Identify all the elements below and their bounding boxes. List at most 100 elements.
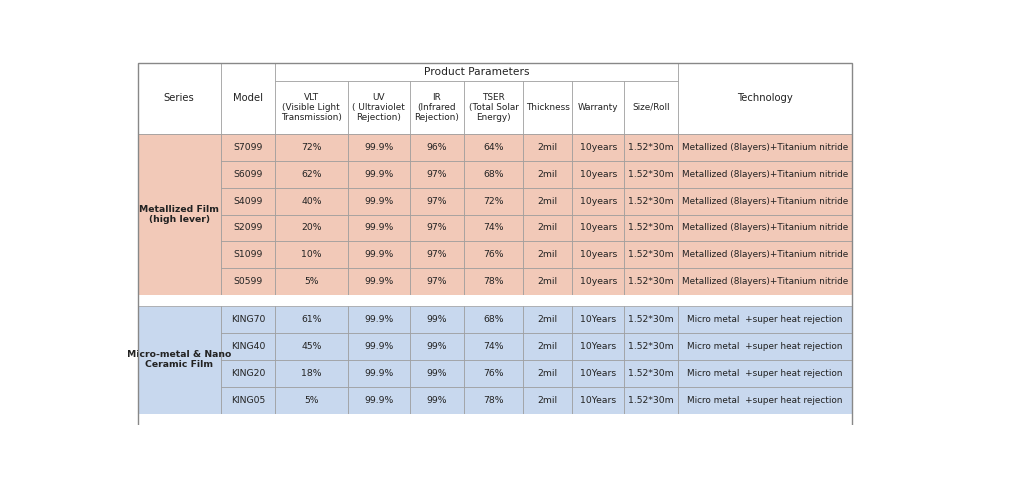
Bar	[464, 360, 523, 387]
Text: S4099: S4099	[233, 196, 262, 206]
Bar	[274, 360, 348, 387]
Text: 99.9%: 99.9%	[365, 170, 393, 179]
Text: 10Years: 10Years	[580, 369, 616, 378]
Text: 2mil: 2mil	[538, 143, 558, 152]
Bar	[274, 387, 348, 413]
Bar	[137, 424, 221, 478]
Bar	[678, 241, 852, 268]
Bar	[572, 241, 624, 268]
Text: Size/Roll: Size/Roll	[632, 103, 670, 112]
Text: 97%: 97%	[426, 196, 446, 206]
Bar	[624, 387, 678, 413]
Bar	[274, 333, 348, 360]
Text: 99.9%: 99.9%	[365, 342, 393, 351]
Bar	[221, 452, 274, 478]
Bar	[410, 452, 464, 478]
Text: IR
(Infrared
Rejection): IR (Infrared Rejection)	[415, 93, 459, 122]
Text: 8Years: 8Years	[583, 434, 613, 443]
Bar	[624, 333, 678, 360]
Bar	[348, 81, 410, 134]
Text: 99.9%: 99.9%	[365, 315, 393, 324]
Bar	[137, 413, 852, 424]
Text: 76%: 76%	[483, 369, 504, 378]
Text: 97%: 97%	[426, 170, 446, 179]
Bar	[274, 63, 678, 81]
Text: Metallized (8layers)+Titanium nitride: Metallized (8layers)+Titanium nitride	[682, 196, 848, 206]
Bar	[274, 215, 348, 241]
Bar	[348, 424, 410, 452]
Bar	[572, 424, 624, 452]
Text: S1099: S1099	[233, 250, 262, 260]
Bar	[464, 81, 523, 134]
Bar	[624, 306, 678, 333]
Bar	[274, 188, 348, 215]
Text: KING20: KING20	[230, 369, 265, 378]
Text: 96%: 96%	[426, 143, 446, 152]
Bar	[410, 188, 464, 215]
Bar	[624, 452, 678, 478]
Text: 99%: 99%	[426, 369, 446, 378]
Bar	[464, 215, 523, 241]
Bar	[523, 215, 572, 241]
Text: VLT
(Visible Light
Transmission): VLT (Visible Light Transmission)	[281, 93, 342, 122]
Bar	[572, 268, 624, 295]
Bar	[678, 360, 852, 387]
Text: 99.9%: 99.9%	[365, 460, 393, 469]
Bar	[523, 306, 572, 333]
Bar	[410, 387, 464, 413]
Text: 62%: 62%	[483, 434, 504, 443]
Text: 99.9%: 99.9%	[365, 277, 393, 286]
Bar	[624, 188, 678, 215]
Text: 99%: 99%	[426, 342, 446, 351]
Text: 2mil: 2mil	[538, 315, 558, 324]
Text: 99%: 99%	[426, 396, 446, 405]
Text: 1.52*30m: 1.52*30m	[628, 396, 674, 405]
Text: Metallized (8layers)+Titanium nitride: Metallized (8layers)+Titanium nitride	[682, 143, 848, 152]
Bar	[464, 306, 523, 333]
Text: 10years: 10years	[580, 277, 616, 286]
Bar	[274, 452, 348, 478]
Bar	[572, 81, 624, 134]
Bar	[464, 241, 523, 268]
Text: 99.9%: 99.9%	[365, 196, 393, 206]
Text: 40%: 40%	[301, 196, 322, 206]
Text: 99.9%: 99.9%	[365, 223, 393, 232]
Text: 10years: 10years	[580, 143, 616, 152]
Text: 64%: 64%	[483, 460, 504, 469]
Bar	[137, 63, 221, 134]
Bar	[624, 215, 678, 241]
Text: 8Years: 8Years	[583, 460, 613, 469]
Text: 2mil: 2mil	[538, 396, 558, 405]
Text: 10years: 10years	[580, 223, 616, 232]
Bar	[678, 134, 852, 161]
Text: 72%: 72%	[483, 196, 504, 206]
Bar	[572, 360, 624, 387]
Bar	[137, 134, 221, 295]
Text: 99%: 99%	[426, 315, 446, 324]
Text: 64%: 64%	[483, 143, 504, 152]
Bar	[624, 424, 678, 452]
Text: 2mil: 2mil	[538, 369, 558, 378]
Text: 45%: 45%	[301, 460, 322, 469]
Text: Micro metal  + High Clear +Safety: Micro metal + High Clear +Safety	[688, 460, 842, 469]
Bar	[410, 241, 464, 268]
Text: 1.52*30m: 1.52*30m	[628, 369, 674, 378]
Text: Metallized (8layers)+Titanium nitride: Metallized (8layers)+Titanium nitride	[682, 170, 848, 179]
Bar	[464, 424, 523, 452]
Bar	[274, 424, 348, 452]
Text: 10years: 10years	[580, 170, 616, 179]
Bar	[221, 241, 274, 268]
Bar	[624, 81, 678, 134]
Bar	[523, 387, 572, 413]
Bar	[523, 161, 572, 188]
Text: 2mil: 2mil	[538, 342, 558, 351]
Bar	[523, 268, 572, 295]
Text: 1.52*30m: 1.52*30m	[628, 315, 674, 324]
Text: Micro-metal & Nano
Ceramic Film: Micro-metal & Nano Ceramic Film	[127, 350, 231, 369]
Bar	[572, 188, 624, 215]
Bar	[464, 452, 523, 478]
Bar	[274, 268, 348, 295]
Bar	[572, 134, 624, 161]
Text: 74%: 74%	[483, 223, 504, 232]
Bar	[678, 387, 852, 413]
